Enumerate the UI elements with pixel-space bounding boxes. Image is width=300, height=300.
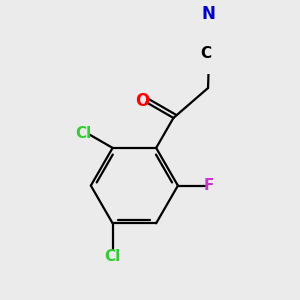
Text: O: O <box>135 92 149 110</box>
Text: C: C <box>200 46 212 62</box>
Text: Cl: Cl <box>104 249 121 264</box>
Text: F: F <box>203 178 214 193</box>
Text: Cl: Cl <box>75 126 91 141</box>
Text: N: N <box>201 5 215 23</box>
